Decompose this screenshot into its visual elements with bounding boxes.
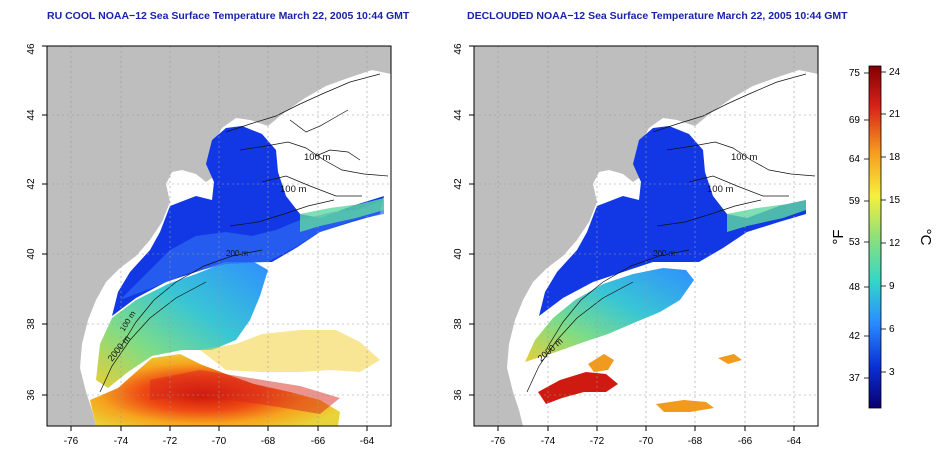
left-y-axis: 36 38 40 42 44 46 <box>26 43 47 401</box>
x-tick-label: -76 <box>491 436 506 447</box>
y-tick-label: 36 <box>26 389 37 401</box>
celsius-tick: 12 <box>889 238 901 249</box>
temperature-colorbar: 75 69 64 59 53 48 42 37 24 21 18 15 12 9… <box>830 65 934 409</box>
celsius-tick: 6 <box>889 324 895 335</box>
celsius-tick: 21 <box>889 109 901 120</box>
slope-water <box>525 268 694 362</box>
x-tick-label: -76 <box>64 436 79 447</box>
x-tick-label: -64 <box>787 436 802 447</box>
y-tick-label: 44 <box>453 109 464 121</box>
fahrenheit-tick: 48 <box>849 282 861 293</box>
left-x-axis: -76 -74 -72 -70 -68 -66 -64 <box>64 426 375 447</box>
left-map-panel: 100 m 100 m 200 m 2000 m 100 m <box>47 46 391 426</box>
contour-label-200m: 200 m <box>226 249 249 258</box>
fahrenheit-tick: 42 <box>849 331 861 342</box>
fahrenheit-tick: 75 <box>849 68 861 79</box>
celsius-tick: 9 <box>889 281 895 292</box>
left-map-title: RU COOL NOAA−12 Sea Surface Temperature … <box>47 10 410 22</box>
right-y-axis: 36 38 40 42 44 46 <box>453 43 474 401</box>
y-tick-label: 46 <box>26 43 37 55</box>
cold-shelf-water <box>539 126 806 316</box>
contour-label-100m-b: 100 m <box>280 184 306 195</box>
warm-eddy <box>538 372 618 404</box>
contour-label-100m-a: 100 m <box>731 152 757 163</box>
celsius-label: °C <box>917 229 934 246</box>
land-mass <box>474 46 818 426</box>
celsius-tick: 18 <box>889 152 901 163</box>
fahrenheit-tick: 64 <box>849 154 861 165</box>
y-tick-label: 44 <box>26 109 37 121</box>
x-tick-label: -64 <box>360 436 375 447</box>
celsius-tick: 15 <box>889 195 901 206</box>
y-tick-label: 40 <box>26 248 37 260</box>
y-tick-label: 42 <box>26 178 37 190</box>
y-tick-label: 40 <box>453 248 464 260</box>
fahrenheit-label: °F <box>830 229 847 244</box>
x-tick-label: -66 <box>311 436 326 447</box>
y-tick-label: 46 <box>453 43 464 55</box>
right-map-panel: 100 m 100 m 200 m 2000 m <box>474 46 818 426</box>
contour-label-100m-a: 100 m <box>304 152 330 163</box>
fahrenheit-tick: 53 <box>849 237 861 248</box>
colorbar-gradient <box>868 65 882 409</box>
right-map-title: DECLOUDED NOAA−12 Sea Surface Temperatur… <box>467 10 848 22</box>
graticule <box>474 46 818 426</box>
fahrenheit-tick: 37 <box>849 373 861 384</box>
x-tick-label: -72 <box>163 436 178 447</box>
contour-label-200m: 200 m <box>653 249 676 258</box>
celsius-tick: 24 <box>889 67 901 78</box>
x-tick-label: -70 <box>639 436 654 447</box>
y-tick-label: 42 <box>453 178 464 190</box>
x-tick-label: -68 <box>261 436 276 447</box>
y-tick-label: 38 <box>26 318 37 330</box>
contour-label-100m-b: 100 m <box>707 184 733 195</box>
x-tick-label: -68 <box>688 436 703 447</box>
land-mass <box>47 46 391 426</box>
celsius-tick: 3 <box>889 367 895 378</box>
right-x-axis: -76 -74 -72 -70 -68 -66 -64 <box>491 426 802 447</box>
slope-water <box>96 262 268 388</box>
x-tick-label: -72 <box>590 436 605 447</box>
fahrenheit-tick: 59 <box>849 196 861 207</box>
x-tick-label: -70 <box>212 436 227 447</box>
x-tick-label: -74 <box>114 436 129 447</box>
y-tick-label: 36 <box>453 389 464 401</box>
x-tick-label: -74 <box>541 436 556 447</box>
y-tick-label: 38 <box>453 318 464 330</box>
fahrenheit-tick: 69 <box>849 115 861 126</box>
graticule <box>47 46 391 426</box>
x-tick-label: -66 <box>738 436 753 447</box>
